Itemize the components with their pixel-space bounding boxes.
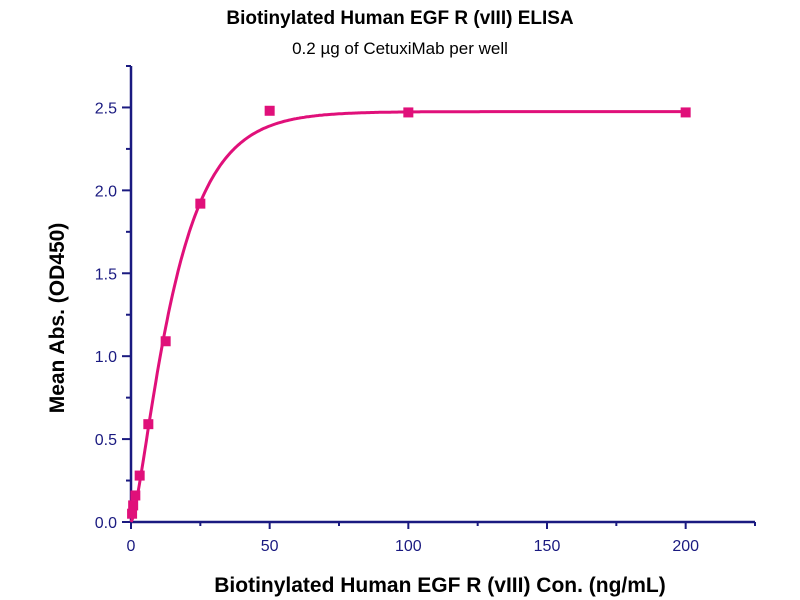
data-point [160,336,171,347]
x-tick-label: 0 [127,538,136,555]
x-axis-label: Biotinylated Human EGF R (vIII) Con. (ng… [214,574,666,597]
data-point [403,107,414,118]
data-point [134,470,145,481]
y-axis-label: Mean Abs. (OD450) [46,223,69,414]
y-tick-label: 0.0 [95,515,117,532]
data-point [680,107,691,118]
data-point [195,198,206,209]
x-tick-label: 50 [261,538,279,555]
data-point [128,500,139,511]
y-tick-label: 0.5 [95,432,117,449]
y-tick-label: 1.5 [95,266,117,283]
y-tick-label: 2.5 [95,100,117,117]
chart-subtitle: 0.2 µg of CetuxiMab per well [292,39,508,58]
x-tick-label: 200 [672,538,699,555]
data-point [130,490,141,501]
x-tick-label: 100 [395,538,422,555]
chart-title: Biotinylated Human EGF R (vIII) ELISA [226,8,574,29]
x-tick-label: 150 [534,538,561,555]
data-point [143,419,154,430]
y-tick-label: 2.0 [95,183,117,200]
data-point [127,508,138,519]
y-tick-label: 1.0 [95,349,117,366]
fit-curve [129,110,686,523]
data-point [264,105,275,116]
